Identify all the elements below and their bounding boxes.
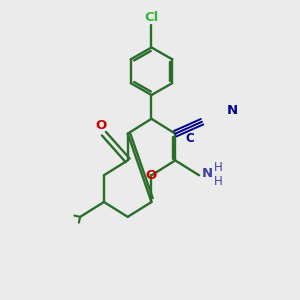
Text: N: N [227, 104, 238, 117]
Text: O: O [146, 169, 157, 182]
Text: H: H [214, 161, 223, 174]
Text: C: C [186, 132, 194, 145]
Text: Cl: Cl [144, 11, 159, 24]
Text: N: N [201, 167, 212, 180]
Text: O: O [95, 119, 106, 132]
Text: H: H [214, 175, 223, 188]
